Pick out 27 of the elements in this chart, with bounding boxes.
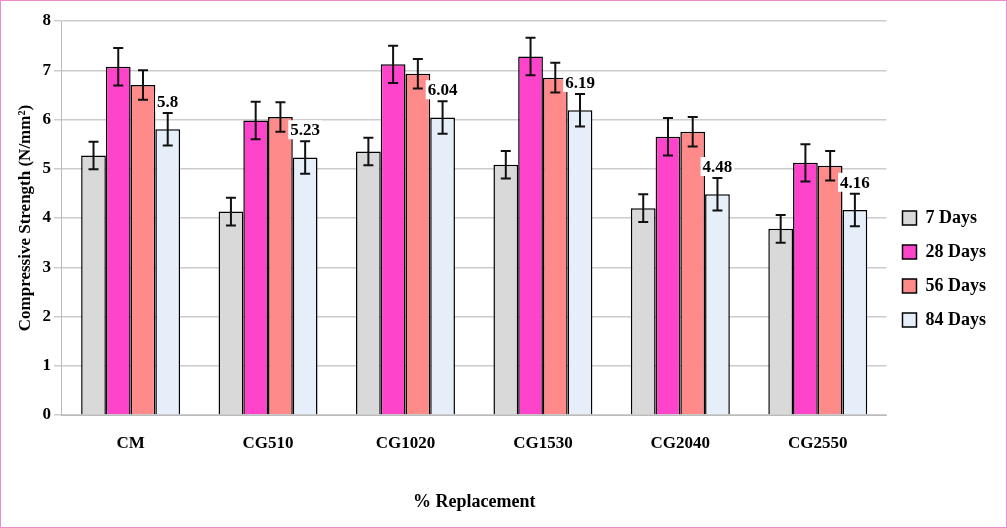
data-label: 4.48 xyxy=(702,157,733,176)
y-tick-label: 6 xyxy=(42,108,51,128)
y-tick-label: 7 xyxy=(42,59,52,79)
x-tick-label: CM xyxy=(116,432,145,452)
x-tick-label: CG1020 xyxy=(375,432,436,452)
x-tick-label: CG1530 xyxy=(513,432,573,452)
legend-label: 7 Days xyxy=(925,206,978,227)
y-tick-label: 4 xyxy=(42,207,52,227)
data-label: 6.04 xyxy=(427,80,458,100)
x-tick-label: CG510 xyxy=(242,432,294,452)
legend-label: 84 Days xyxy=(925,308,987,329)
y-axis-title: Compressive Strength (N/mm²) xyxy=(14,104,34,332)
x-tick-label: CG2040 xyxy=(650,432,711,452)
data-label: 5.8 xyxy=(157,91,179,111)
y-tick-label: 3 xyxy=(42,256,51,276)
legend-label: 28 Days xyxy=(925,240,987,261)
data-label: 4.16 xyxy=(840,172,870,192)
x-axis-title: % Replacement xyxy=(412,490,536,511)
legend-label: 56 Days xyxy=(925,274,987,295)
x-tick-label: CG2550 xyxy=(788,432,848,452)
y-tick-label: 8 xyxy=(42,10,51,30)
data-label: 5.23 xyxy=(290,120,321,140)
y-tick-label: 0 xyxy=(42,404,51,424)
y-tick-label: 2 xyxy=(42,305,51,325)
y-tick-label: 5 xyxy=(42,158,51,178)
data-label: 6.19 xyxy=(565,72,595,92)
y-tick-label: 1 xyxy=(42,355,51,375)
